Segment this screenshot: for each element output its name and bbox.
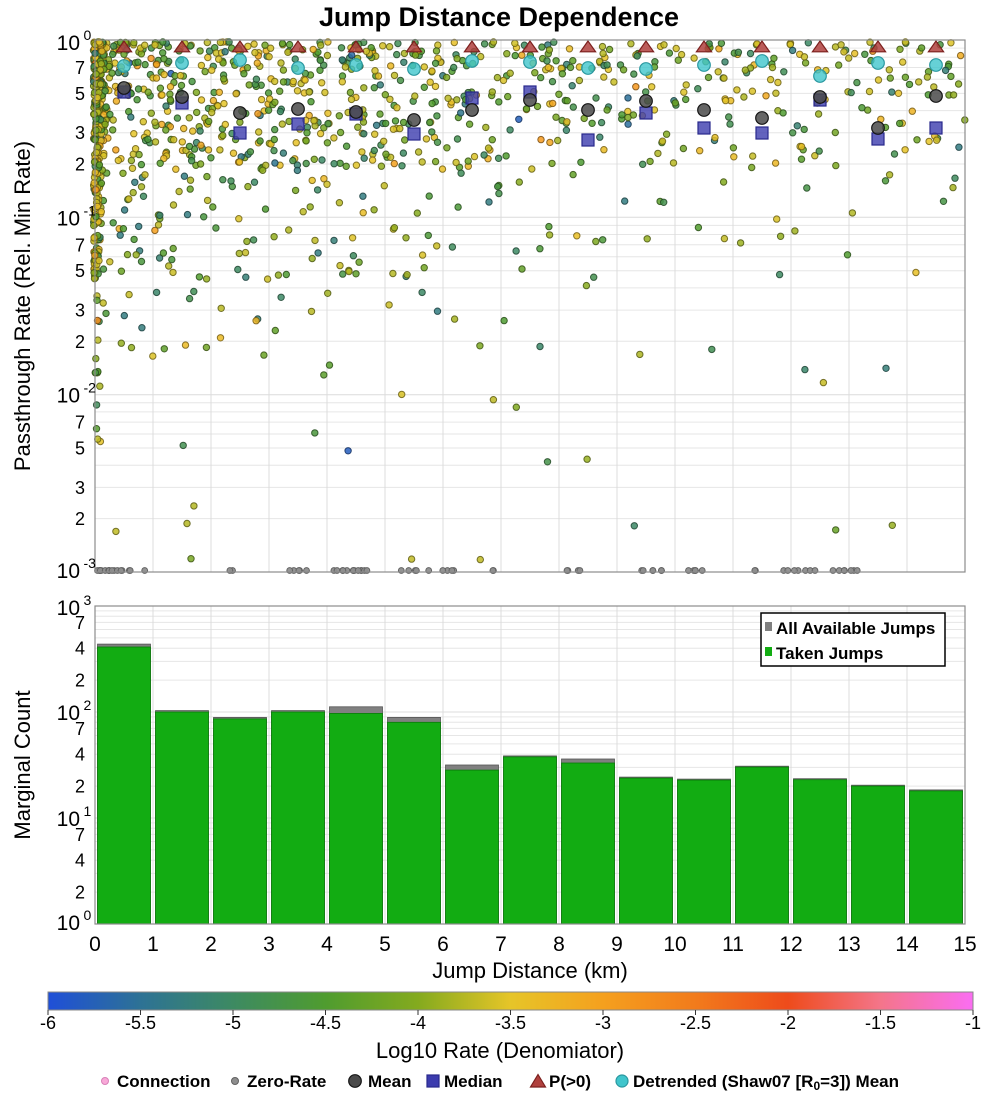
svg-text:5: 5: [379, 933, 391, 956]
svg-text:-2.5: -2.5: [680, 1013, 711, 1033]
svg-text:1: 1: [84, 803, 92, 819]
svg-text:3: 3: [263, 933, 275, 956]
svg-text:Log10 Rate (Denomiator): Log10 Rate (Denomiator): [376, 1038, 624, 1063]
svg-text:7: 7: [75, 825, 85, 845]
svg-text:2: 2: [84, 697, 92, 713]
svg-text:0: 0: [84, 907, 92, 923]
svg-text:-5.5: -5.5: [125, 1013, 156, 1033]
svg-text:-3.5: -3.5: [495, 1013, 526, 1033]
svg-text:0: 0: [84, 27, 92, 43]
svg-text:-5: -5: [225, 1013, 241, 1033]
svg-text:-3: -3: [595, 1013, 611, 1033]
svg-text:2: 2: [205, 933, 217, 956]
svg-text:Jump Distance Dependence: Jump Distance Dependence: [319, 2, 679, 32]
svg-text:Detrended (Shaw07 [R0=3]) Mean: Detrended (Shaw07 [R0=3]) Mean: [633, 1072, 899, 1093]
svg-text:10: 10: [663, 933, 686, 956]
svg-text:2: 2: [75, 509, 85, 529]
svg-text:7: 7: [75, 413, 85, 433]
svg-text:13: 13: [837, 933, 860, 956]
svg-text:2: 2: [75, 883, 85, 903]
svg-text:7: 7: [75, 58, 85, 78]
svg-text:7: 7: [495, 933, 507, 956]
svg-text:4: 4: [321, 933, 333, 956]
svg-text:P(>0): P(>0): [549, 1072, 591, 1091]
svg-text:10: 10: [57, 597, 80, 620]
svg-text:3: 3: [75, 478, 85, 498]
svg-text:-3: -3: [84, 555, 97, 571]
svg-text:7: 7: [75, 613, 85, 633]
svg-text:-2: -2: [780, 1013, 796, 1033]
svg-text:12: 12: [779, 933, 802, 956]
svg-text:Marginal Count: Marginal Count: [10, 690, 35, 839]
svg-text:14: 14: [895, 933, 919, 956]
svg-text:11: 11: [722, 933, 744, 956]
svg-text:8: 8: [553, 933, 565, 956]
svg-text:10: 10: [57, 385, 80, 408]
svg-text:10: 10: [57, 702, 80, 725]
svg-text:10: 10: [57, 912, 80, 935]
svg-text:7: 7: [75, 235, 85, 255]
svg-text:1: 1: [147, 933, 159, 956]
svg-text:2: 2: [75, 671, 85, 691]
svg-text:6: 6: [437, 933, 449, 956]
svg-text:Passthrough Rate (Rel. Min Rat: Passthrough Rate (Rel. Min Rate): [10, 141, 35, 471]
svg-text:-1: -1: [84, 202, 97, 218]
svg-text:0: 0: [89, 933, 101, 956]
svg-text:Median: Median: [444, 1072, 503, 1091]
svg-text:3: 3: [75, 123, 85, 143]
svg-text:-4.5: -4.5: [310, 1013, 341, 1033]
svg-text:10: 10: [57, 207, 80, 230]
svg-text:5: 5: [75, 261, 85, 281]
svg-text:5: 5: [75, 84, 85, 104]
svg-text:-6: -6: [40, 1013, 56, 1033]
svg-text:2: 2: [75, 332, 85, 352]
svg-text:9: 9: [611, 933, 623, 956]
svg-text:3: 3: [75, 301, 85, 321]
svg-text:-1: -1: [965, 1013, 981, 1033]
svg-text:4: 4: [75, 745, 85, 765]
svg-text:Mean: Mean: [368, 1072, 411, 1091]
svg-text:Connection: Connection: [117, 1072, 211, 1091]
svg-text:2: 2: [75, 155, 85, 175]
svg-text:5: 5: [75, 439, 85, 459]
svg-text:4: 4: [75, 851, 85, 871]
svg-text:2: 2: [75, 777, 85, 797]
svg-text:10: 10: [57, 808, 80, 831]
svg-text:15: 15: [953, 933, 976, 956]
svg-text:Jump Distance (km): Jump Distance (km): [432, 958, 628, 983]
svg-text:Taken Jumps: Taken Jumps: [776, 644, 883, 663]
svg-text:-4: -4: [410, 1013, 426, 1033]
svg-text:-2: -2: [84, 380, 97, 396]
svg-text:7: 7: [75, 719, 85, 739]
svg-text:-1.5: -1.5: [865, 1013, 896, 1033]
svg-text:3: 3: [84, 592, 92, 608]
svg-text:4: 4: [75, 639, 85, 659]
svg-text:Zero-Rate: Zero-Rate: [247, 1072, 326, 1091]
svg-text:10: 10: [57, 560, 80, 583]
svg-text:10: 10: [57, 32, 80, 55]
svg-text:All Available Jumps: All Available Jumps: [776, 619, 935, 638]
